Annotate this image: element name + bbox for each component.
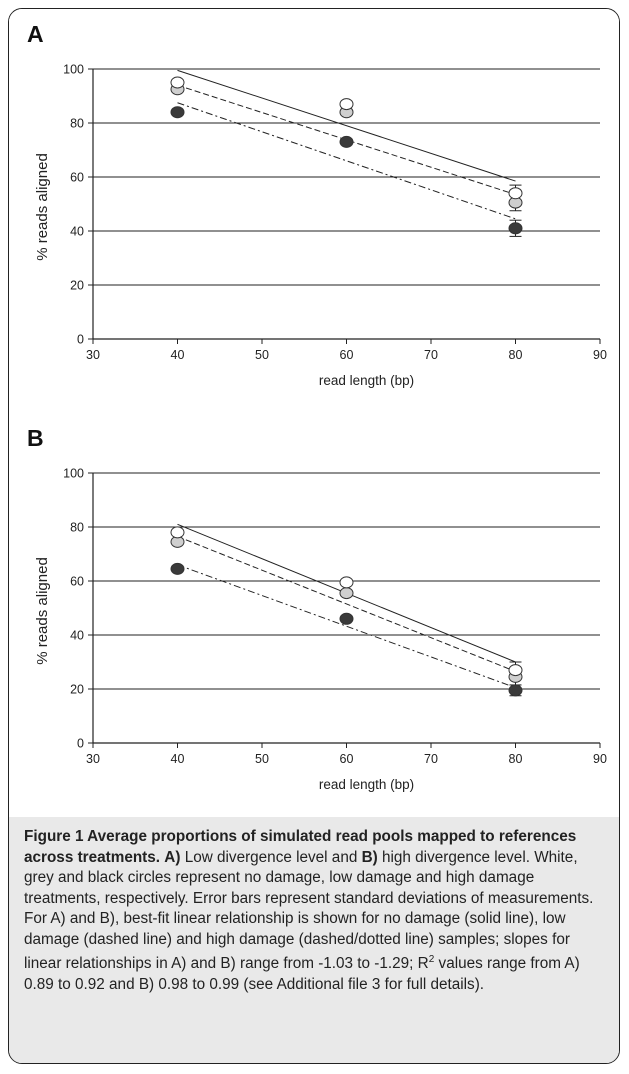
panel-b-point-black-0	[170, 562, 185, 575]
panel-b-xlabel: read length (bp)	[319, 777, 414, 792]
panel-a-xtick-1: 40	[171, 348, 185, 362]
panel-b-xtick-5: 80	[509, 752, 523, 766]
panel-a-xtick-2: 50	[255, 348, 269, 362]
panel-a-ytick-5: 100	[63, 63, 84, 77]
panel-b-point-black-1	[339, 612, 354, 625]
panel-b-ylabel: % reads aligned	[34, 557, 51, 665]
panel-a-ytick-1: 20	[70, 279, 84, 293]
plots-area: A 0 20 40 60 80 100 30 40 50 60 70 80 90 read length (…	[9, 9, 619, 817]
panel-b-ytick-4: 80	[70, 521, 84, 535]
panel-b-point-white-0	[170, 526, 185, 539]
caption-end-text: values range from A) 0.89 to 0.92 and B)…	[24, 955, 580, 993]
panel-a-point-white-1	[339, 98, 354, 111]
panel-b-ytick-3: 60	[70, 575, 84, 589]
panel-a-xtick-3: 60	[340, 348, 354, 362]
panel-b-chart: B 0 20 40 60 80 100 30 40 50 60 70 80 90 read length (…	[27, 425, 607, 792]
caption-a-ref: A)	[164, 848, 181, 866]
panel-a-xtick-4: 70	[424, 348, 438, 362]
panel-b-xtick-0: 30	[86, 752, 100, 766]
caption-r-superscript: 2	[428, 954, 435, 965]
panel-a-xtick-5: 80	[509, 348, 523, 362]
caption-heading: Figure 1 Average proportions of simulate…	[24, 828, 577, 866]
panel-a-point-black-1	[339, 135, 354, 148]
panel-a-point-white-0	[170, 76, 185, 89]
panel-b-xtick-4: 70	[424, 752, 438, 766]
panel-b-label: B	[27, 425, 44, 451]
panel-a-ytick-4: 80	[70, 117, 84, 131]
panel-b-xtick-3: 60	[340, 752, 354, 766]
panel-b-point-white-1	[339, 576, 354, 589]
caption-b-text: high divergence level. White, grey and b…	[24, 848, 594, 973]
caption-b-ref: B)	[361, 848, 378, 866]
panel-b-xtick-2: 50	[255, 752, 269, 766]
panel-a-label: A	[27, 21, 44, 47]
panel-a-point-black-2	[508, 222, 523, 235]
panel-a-point-black-0	[170, 106, 185, 119]
panel-a-ytick-0: 0	[77, 333, 84, 347]
panel-b-ytick-2: 40	[70, 629, 84, 643]
panel-a-xlabel: read length (bp)	[319, 373, 414, 388]
panel-a-xtick-6: 90	[593, 348, 607, 362]
panel-b-point-white-2	[508, 664, 523, 677]
panel-b-xtick-6: 90	[593, 752, 607, 766]
panel-b-ytick-1: 20	[70, 683, 84, 697]
panel-b-point-grey-1	[339, 587, 354, 600]
panel-b-point-black-2	[508, 684, 523, 697]
panel-b-ytick-5: 100	[63, 467, 84, 481]
panel-b-xtick-1: 40	[171, 752, 185, 766]
panel-a-fit-black	[177, 102, 516, 220]
panel-b-fit-grey	[177, 535, 516, 672]
caption-a-text: Low divergence level and	[180, 848, 362, 866]
panel-a-chart: A 0 20 40 60 80 100 30 40 50 60 70 80 90 read length (…	[27, 21, 607, 388]
panel-a-ytick-2: 40	[70, 225, 84, 239]
panel-a-xtick-0: 30	[86, 348, 100, 362]
figure-box: A 0 20 40 60 80 100 30 40 50 60 70 80 90 read length (…	[8, 8, 620, 1064]
panel-b-ytick-0: 0	[77, 737, 84, 751]
panel-a-ytick-3: 60	[70, 171, 84, 185]
panel-a-point-white-2	[508, 187, 523, 200]
panel-a-fit-grey	[177, 84, 516, 196]
figure-caption: Figure 1 Average proportions of simulate…	[9, 817, 619, 1063]
panel-a-ylabel: % reads aligned	[34, 153, 51, 261]
panel-a-fit-white	[177, 69, 516, 182]
